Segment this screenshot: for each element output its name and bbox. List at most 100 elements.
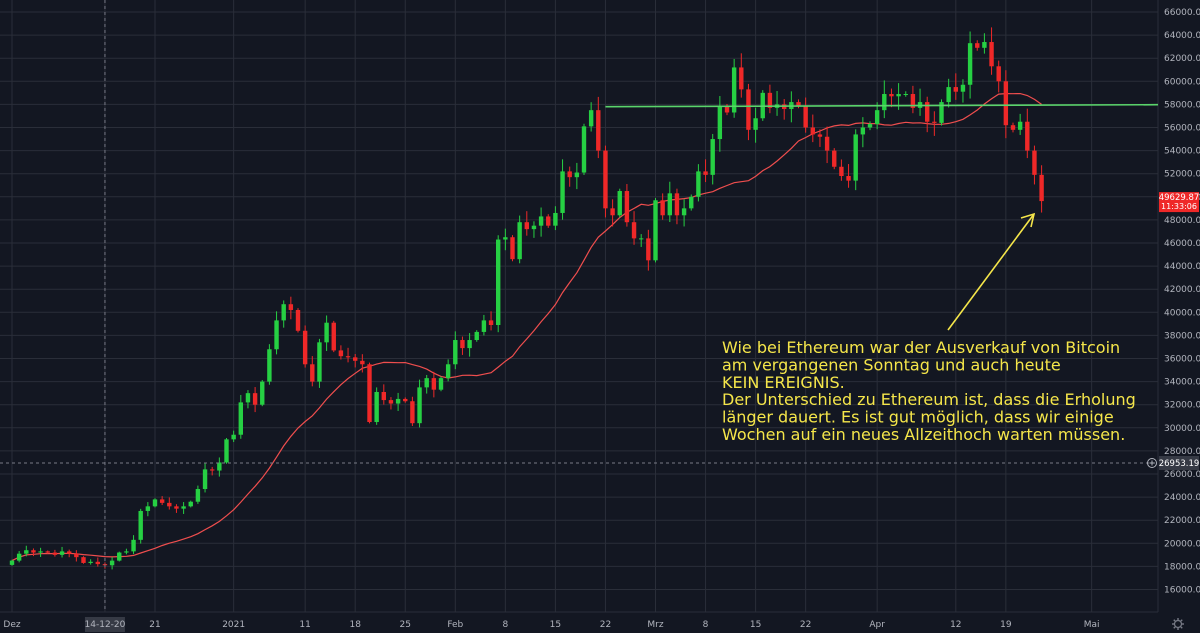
candle-up	[131, 539, 136, 552]
candle-down	[338, 350, 344, 357]
gear-icon[interactable]	[1172, 618, 1184, 630]
candle-up	[124, 551, 129, 553]
candle-down	[45, 551, 50, 553]
candle-up	[88, 561, 93, 563]
candle-up	[281, 304, 286, 321]
candle-down	[524, 222, 529, 230]
candle-up	[517, 222, 522, 260]
candle-down	[345, 356, 351, 358]
candle-up	[59, 551, 65, 555]
candle-down	[646, 238, 651, 261]
candle-down	[603, 150, 608, 209]
y-tick-label: 44000.00	[1164, 262, 1200, 272]
candle-up	[109, 560, 115, 566]
candle-up	[481, 320, 487, 332]
candles	[9, 27, 1044, 570]
candle-down	[996, 66, 1001, 82]
moving-average-layer	[11, 92, 1042, 562]
y-tick-label: 64000.00	[1164, 31, 1200, 41]
candle-down	[1010, 125, 1016, 130]
candle-down	[846, 176, 851, 181]
candle-up	[553, 212, 558, 226]
candle-down	[817, 134, 823, 137]
x-tick-label: Mrz	[647, 620, 663, 630]
candle-up	[445, 364, 451, 379]
candle-up	[896, 94, 901, 97]
candle-down	[1039, 174, 1044, 202]
candle-down	[353, 357, 358, 361]
candle-up	[181, 506, 186, 509]
y-tick-label: 34000.00	[1164, 378, 1200, 388]
candle-up	[574, 172, 580, 178]
candle-down	[824, 136, 830, 151]
candle-down	[74, 553, 79, 558]
y-tick-label: 40000.00	[1164, 308, 1200, 318]
candle-down	[989, 42, 994, 67]
x-tick-label: 11	[299, 620, 310, 630]
candle-down	[703, 171, 708, 175]
candle-up	[860, 127, 866, 135]
y-tick-label: 16000.00	[1164, 586, 1200, 596]
candle-up	[717, 106, 723, 140]
candle-down	[488, 320, 494, 326]
candle-up	[503, 237, 508, 240]
candle-up	[217, 462, 222, 471]
x-tick-label-bg	[84, 617, 125, 632]
candle-up	[939, 102, 944, 123]
candle-up	[653, 200, 658, 261]
y-axis[interactable]: 16000.00 18000.00 20000.00 22000.00 24000.00…	[1164, 8, 1200, 596]
candle-up	[689, 196, 694, 209]
candle-down	[403, 398, 408, 402]
y-tick-label: 46000.00	[1164, 239, 1200, 249]
candle-up	[453, 340, 458, 365]
x-tick-label: 8	[502, 620, 508, 630]
y-tick-label: 60000.00	[1164, 77, 1200, 87]
candle-up	[560, 171, 565, 213]
candle-up	[195, 489, 201, 502]
candle-up	[38, 551, 43, 553]
countdown-label: 11:33:06	[1161, 202, 1197, 211]
candle-up	[967, 43, 973, 85]
candle-up	[882, 94, 887, 111]
y-tick-label: 30000.00	[1164, 424, 1200, 434]
x-tick-label: 25	[400, 620, 411, 630]
candle-up	[960, 84, 966, 92]
candle-down	[460, 340, 465, 349]
candle-up	[946, 87, 951, 103]
candle-up	[317, 342, 322, 382]
candle-up	[24, 550, 29, 554]
candle-up	[874, 110, 880, 125]
x-tick-label: Feb	[447, 620, 463, 630]
y-tick-label: 54000.00	[1164, 147, 1200, 157]
candle-up	[467, 340, 472, 349]
y-tick-label: 58000.00	[1164, 100, 1200, 110]
candle-up	[374, 391, 379, 423]
horizontal-line-layer[interactable]	[605, 103, 1159, 108]
candle-down	[839, 166, 844, 177]
candle-up	[753, 118, 758, 130]
candle-down	[975, 43, 980, 48]
candle-up	[324, 322, 329, 343]
candle-down	[288, 304, 294, 310]
candle-up	[710, 139, 715, 175]
candle-down	[367, 364, 372, 423]
y-tick-label: 52000.00	[1164, 170, 1200, 180]
candle-down	[832, 150, 837, 167]
annotation-line: Wie bei Ethereum war der Ausverkauf von …	[722, 338, 1120, 357]
plus-circle-icon	[1147, 457, 1157, 468]
x-tick-label: 12	[950, 620, 961, 630]
candle-up	[152, 499, 158, 507]
annotation-line: länger dauert. Es ist gut möglich, dass …	[722, 408, 1114, 427]
candle-down	[739, 67, 744, 90]
candle-up	[202, 469, 208, 490]
candle-down	[410, 401, 415, 424]
candle-down	[167, 502, 172, 507]
candle-up	[581, 126, 587, 173]
candle-down	[889, 94, 894, 97]
x-axis[interactable]: Dez 14-12-20 21 2021 11 18 25 Feb 8 15 22 Mrz 8 15 22 A…	[3, 617, 1100, 632]
horizontal-resistance-line	[605, 103, 1159, 108]
candle-up	[395, 398, 401, 404]
annotation-line: am vergangenen Sonntag und auch heute	[722, 355, 1061, 374]
